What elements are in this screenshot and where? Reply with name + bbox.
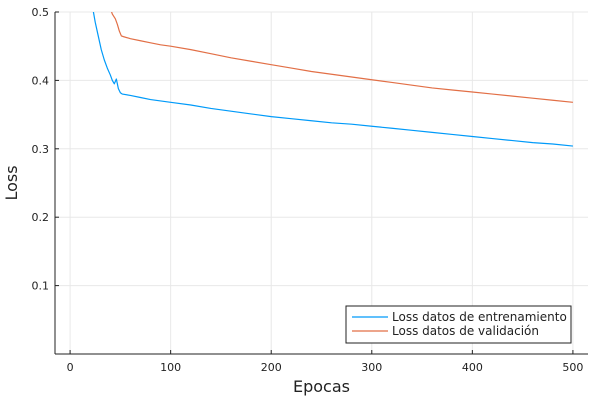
grid-layer: [55, 11, 588, 354]
legend: Loss datos de entrenamiento Loss datos d…: [345, 305, 572, 344]
x-tick-label: 200: [261, 361, 282, 374]
y-tick-label: 0.5: [32, 6, 50, 19]
series-layer: [92, 12, 573, 147]
x-axis-title: Epocas: [293, 377, 350, 396]
tick-layer: 0 100 200 300 400 500 0.1 0.2 0.3 0.4 0.5: [32, 6, 584, 374]
axis-layer: [54, 12, 588, 355]
x-tick-label: 300: [361, 361, 382, 374]
series-line-train: [92, 12, 573, 147]
x-tick-label: 400: [462, 361, 483, 374]
y-tick-label: 0.2: [32, 211, 50, 224]
y-axis-title: Loss: [2, 165, 21, 200]
y-tick-label: 0.1: [32, 280, 50, 293]
x-tick-label: 0: [67, 361, 74, 374]
y-tick-label: 0.4: [32, 74, 50, 87]
y-tick-label: 0.3: [32, 143, 50, 156]
legend-box: [345, 305, 572, 344]
legend-label-train: Loss datos de entrenamiento: [392, 310, 567, 324]
x-tick-label: 100: [160, 361, 181, 374]
x-tick-label: 500: [562, 361, 583, 374]
legend-label-validation: Loss datos de validación: [392, 324, 539, 338]
series-line-validation: [110, 12, 573, 103]
